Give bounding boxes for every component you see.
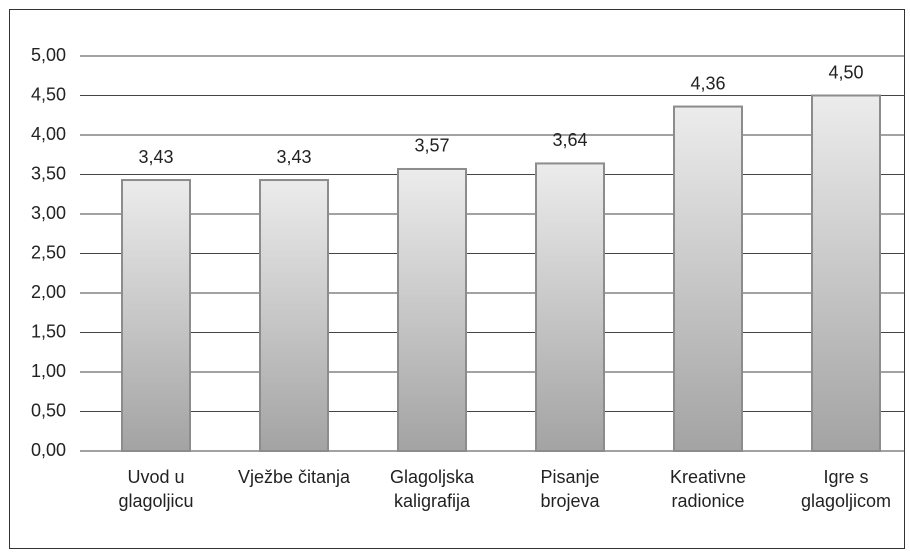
y-tick-label: 4,00 <box>31 124 66 144</box>
y-tick-label: 4,50 <box>31 84 66 104</box>
y-tick-label: 2,50 <box>31 242 66 262</box>
bar <box>259 179 329 452</box>
x-tick-label: Uvod u glagoljicu <box>118 467 194 511</box>
value-label: 3,64 <box>552 130 587 150</box>
x-tick-label: Kreativne radionice <box>669 467 747 511</box>
y-tick-label: 2,00 <box>31 282 66 302</box>
value-label: 3,57 <box>414 136 449 156</box>
value-label: 4,36 <box>690 73 725 93</box>
bar <box>811 94 881 452</box>
y-tick-label: 3,50 <box>31 163 66 183</box>
x-tick-label: Glagoljska kaligrafija <box>389 467 475 511</box>
y-tick-label: 1,50 <box>31 321 66 341</box>
x-tick-label: Pisanje brojeva <box>540 467 600 511</box>
value-label: 3,43 <box>138 147 173 167</box>
y-tick-label: 5,00 <box>31 45 66 65</box>
y-tick-label: 3,00 <box>31 203 66 223</box>
bar <box>673 105 743 452</box>
value-label: 4,50 <box>828 62 863 82</box>
y-tick-label: 0,00 <box>31 440 66 460</box>
x-tick-label: Igre s glagoljicom <box>800 467 892 511</box>
y-tick-label: 1,00 <box>31 361 66 381</box>
y-tick-label: 0,50 <box>31 400 66 420</box>
x-tick-label: Vježbe čitanja <box>237 467 351 487</box>
bar <box>121 179 191 452</box>
bar <box>535 162 605 452</box>
value-label: 3,43 <box>276 147 311 167</box>
bar <box>397 167 467 452</box>
